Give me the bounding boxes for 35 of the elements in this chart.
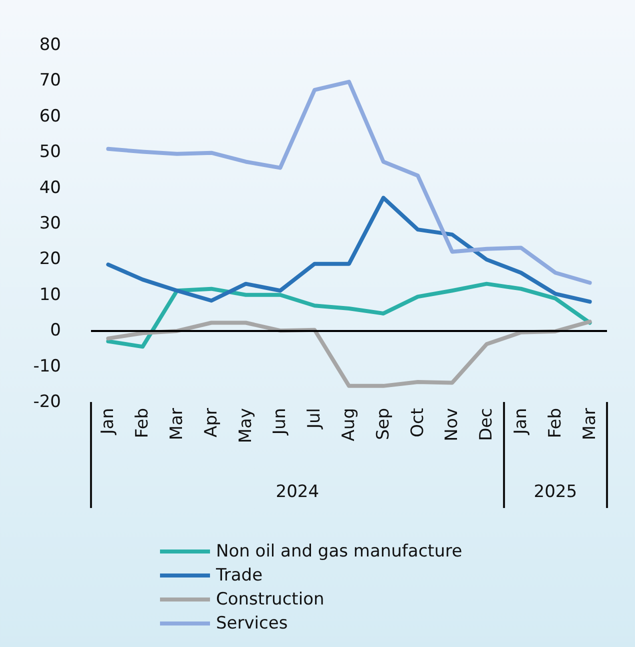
line-series — [106, 196, 592, 304]
x-tick-label: Apr — [201, 408, 222, 438]
y-tick-label: 60 — [39, 106, 61, 126]
legend-label: Services — [216, 614, 288, 634]
y-tick-label: 70 — [39, 70, 61, 91]
x-tick-label: Jan — [511, 408, 531, 436]
y-tick-label: 80 — [39, 35, 61, 55]
x-tick-label: Feb — [545, 408, 566, 438]
y-tick-label: 30 — [39, 214, 61, 234]
y-tick-label: 50 — [39, 142, 61, 162]
x-tick-label: May — [236, 408, 256, 444]
x-tick-label: Sep — [373, 408, 394, 440]
legend-label: Trade — [215, 566, 263, 586]
y-tick-label: -20 — [33, 392, 61, 412]
y-tick-label: -10 — [33, 356, 61, 376]
x-tick-label: Oct — [408, 408, 428, 438]
text: 2024 — [276, 482, 320, 502]
line-series — [106, 282, 592, 349]
y-tick-label: 40 — [39, 178, 61, 198]
y-tick-label: 0 — [50, 320, 61, 341]
text: 2025 — [534, 482, 578, 502]
y-tick-label: 10 — [39, 284, 61, 305]
x-tick-label: Jun — [270, 408, 290, 436]
x-tick-label: Jan — [98, 408, 118, 436]
legend-label: Construction — [216, 590, 324, 610]
y-tick-label: 20 — [39, 249, 61, 270]
x-tick-label: Dec — [476, 408, 497, 441]
x-tick-label: Aug — [339, 408, 359, 442]
x-tick-label: Jul — [304, 408, 325, 430]
line-series — [106, 80, 592, 285]
legend-label: Non oil and gas manufacture — [216, 542, 462, 562]
x-tick-label: Feb — [132, 408, 153, 438]
x-tick-label: Nov — [442, 408, 462, 442]
x-tick-label: Mar — [167, 408, 187, 440]
x-tick-label: Mar — [580, 408, 600, 440]
